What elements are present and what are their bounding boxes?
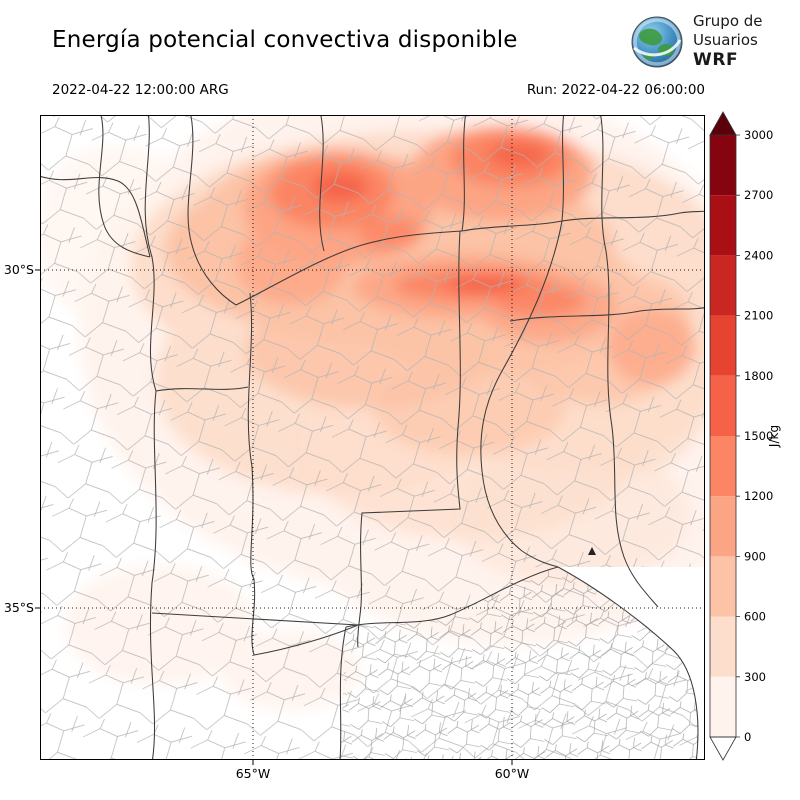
- colorbar-over-arrow: [709, 111, 737, 136]
- colorbar-tick-label: 2100: [744, 309, 773, 323]
- coastline: [557, 566, 699, 760]
- colorbar-segments: [709, 111, 737, 761]
- wrf-globe-icon: [631, 16, 683, 68]
- department-boundaries-layer: [40, 115, 705, 760]
- colorbar-segment: [710, 255, 736, 316]
- colorbar-tick-label: 1500: [744, 429, 773, 443]
- colorbar: 0 300 600 900 1200 1500 1800 2100 2400 2…: [709, 111, 781, 761]
- colorbar-tick-marks: [736, 134, 740, 738]
- run-time-label: Run: 2022-04-22 06:00:00: [526, 82, 705, 98]
- valid-time-label: 2022-04-22 12:00:00 ARG: [52, 82, 229, 98]
- wrf-logo: Grupo de Usuarios WRF: [630, 12, 763, 72]
- colorbar-tick-label: 3000: [744, 128, 773, 142]
- page-title: Energía potencial convectiva disponible: [52, 27, 518, 53]
- colorbar-tick-labels: 0 300 600 900 1200 1500 1800 2100 2400 2…: [744, 128, 773, 744]
- lon-tick-label-65w: 65°W: [235, 766, 271, 781]
- logo-line-1: Grupo de: [693, 12, 763, 30]
- colorbar-segment: [710, 436, 736, 497]
- colorbar-tick-label: 0: [744, 730, 751, 744]
- colorbar-tick-label: 300: [744, 670, 766, 684]
- buenos-aires-city-marker: [588, 547, 596, 555]
- colorbar-segment: [710, 616, 736, 677]
- colorbar-under-arrow: [709, 736, 737, 761]
- colorbar-tick-label: 2700: [744, 188, 773, 202]
- colorbar-segment: [710, 135, 736, 196]
- colorbar-unit-label: J/kg: [767, 425, 781, 448]
- colorbar-segment: [710, 496, 736, 557]
- colorbar-segment: [710, 195, 736, 256]
- lat-tick-label-35s: 35°S: [3, 600, 34, 615]
- logo-line-2: Usuarios: [693, 31, 758, 50]
- logo-wrf-label: WRF: [693, 50, 739, 71]
- colorbar-segment: [710, 375, 736, 436]
- buenos-aires-partidos-mesh: [340, 567, 698, 760]
- lon-tick-label-60w: 60°W: [494, 766, 530, 781]
- water-mask: [558, 567, 705, 760]
- colorbar-segment: [710, 315, 736, 376]
- colorbar-tick-label: 900: [744, 549, 766, 563]
- map-frame: [40, 115, 705, 760]
- map-figure: [35, 115, 705, 765]
- colorbar-segment: [710, 556, 736, 617]
- lat-tick-label-30s: 30°S: [3, 262, 34, 277]
- axis-tick-marks: [35, 269, 513, 765]
- colorbar-tick-label: 1200: [744, 489, 773, 503]
- colorbar-segment: [710, 676, 736, 737]
- graticule-lines: [40, 115, 705, 760]
- colorbar-tick-label: 600: [744, 610, 766, 624]
- colorbar-tick-label: 2400: [744, 248, 773, 262]
- colorbar-tick-label: 1800: [744, 369, 773, 383]
